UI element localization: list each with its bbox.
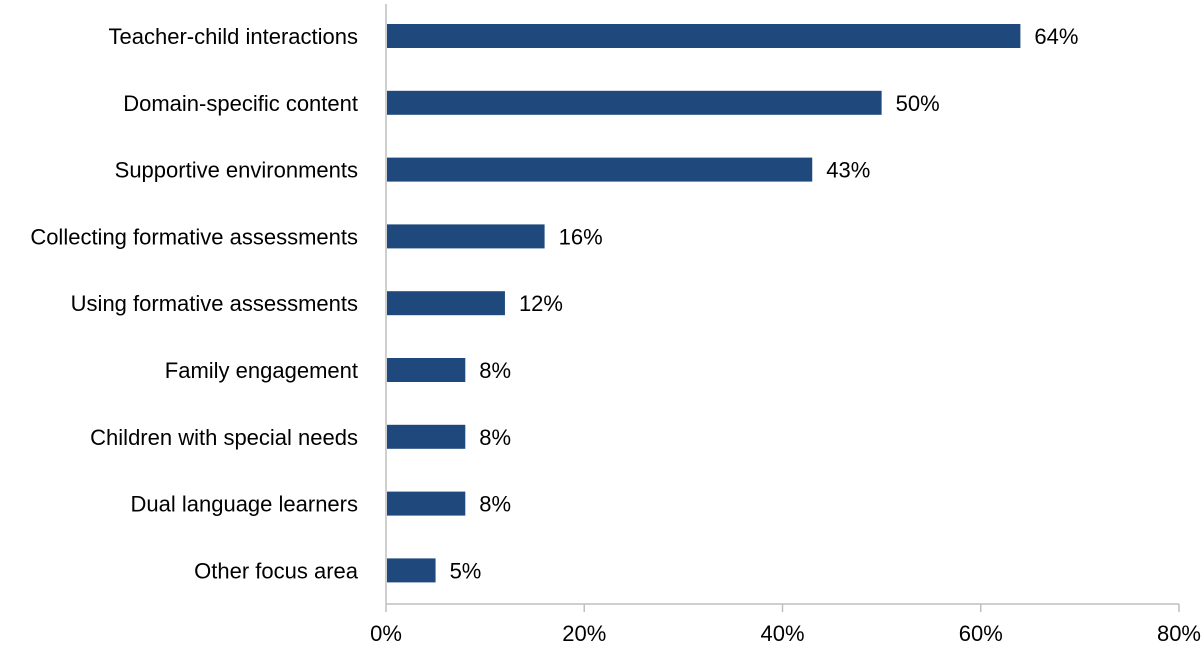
category-label: Domain-specific content: [123, 91, 358, 116]
bar: [387, 224, 545, 249]
bar: [387, 157, 813, 182]
bar: [387, 558, 436, 583]
x-tick-label: 60%: [959, 621, 1003, 645]
category-label: Dual language learners: [131, 492, 359, 517]
x-tick-label: 40%: [760, 621, 804, 645]
data-label: 8%: [479, 358, 511, 383]
bar: [387, 358, 466, 382]
data-label: 5%: [450, 558, 482, 583]
category-label: Other focus area: [194, 558, 359, 583]
category-label: Collecting formative assessments: [30, 224, 358, 249]
data-label: 43%: [826, 158, 870, 183]
bar: [387, 24, 1021, 48]
x-tick-label: 20%: [562, 621, 606, 645]
bar: [387, 491, 466, 516]
bar: [387, 424, 466, 449]
bar: [387, 90, 882, 115]
data-label: 16%: [559, 224, 603, 249]
category-label: Family engagement: [165, 358, 358, 383]
data-label: 64%: [1034, 24, 1078, 49]
category-label: Using formative assessments: [71, 291, 358, 316]
category-label: Children with special needs: [90, 425, 358, 450]
bar: [387, 291, 505, 316]
data-label: 8%: [479, 425, 511, 450]
x-tick-label: 80%: [1157, 621, 1201, 645]
x-tick-label: 0%: [370, 621, 402, 645]
category-label: Teacher-child interactions: [109, 24, 358, 49]
data-label: 8%: [479, 492, 511, 517]
category-label: Supportive environments: [115, 158, 358, 183]
data-label: 50%: [896, 91, 940, 116]
data-label: 12%: [519, 291, 563, 316]
